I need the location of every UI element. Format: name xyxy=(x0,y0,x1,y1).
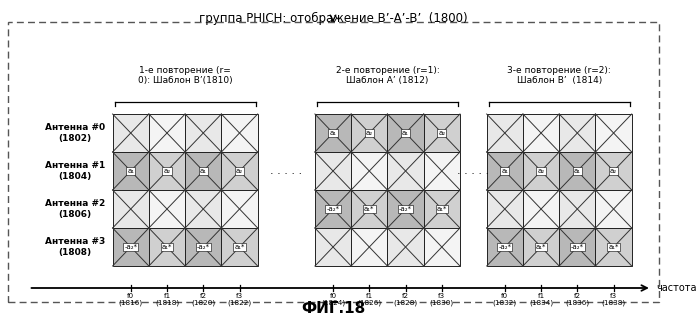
Text: . . . . .: . . . . . xyxy=(457,166,489,176)
Text: Антенна #0
(1802): Антенна #0 (1802) xyxy=(45,123,105,143)
Text: . . . . .: . . . . . xyxy=(271,166,303,176)
Text: a₁: a₁ xyxy=(402,130,409,136)
Bar xyxy=(222,114,258,152)
Text: a₁*: a₁* xyxy=(437,206,447,212)
Text: f3
(1830): f3 (1830) xyxy=(430,293,454,307)
Bar xyxy=(387,114,424,152)
Text: a₁: a₁ xyxy=(501,168,508,174)
Text: группа PHICH: отображение B’-A’-B’  (1800): группа PHICH: отображение B’-A’-B’ (1800… xyxy=(199,12,468,25)
Text: f1
(1834): f1 (1834) xyxy=(529,293,553,307)
Bar xyxy=(185,152,222,190)
Bar xyxy=(149,152,185,190)
Bar xyxy=(523,152,559,190)
Bar xyxy=(596,190,632,228)
Bar xyxy=(315,114,351,152)
Text: -a₂*: -a₂* xyxy=(399,206,412,212)
Text: -a₂*: -a₂* xyxy=(196,244,210,250)
Bar xyxy=(387,152,424,190)
Bar xyxy=(559,152,596,190)
Text: a₂: a₂ xyxy=(366,130,373,136)
Text: 1-е повторение (r=
0): Шаблон B’(1810): 1-е повторение (r= 0): Шаблон B’(1810) xyxy=(138,66,233,86)
Bar xyxy=(185,114,222,152)
Bar xyxy=(351,114,387,152)
Bar xyxy=(487,190,523,228)
Text: Антенна #2
(1806): Антенна #2 (1806) xyxy=(45,199,105,219)
Bar xyxy=(487,114,523,152)
Bar xyxy=(424,114,460,152)
Bar xyxy=(113,152,149,190)
Bar xyxy=(149,228,185,266)
Bar xyxy=(351,152,387,190)
Bar xyxy=(596,228,632,266)
Text: a₁*: a₁* xyxy=(234,244,245,250)
Bar xyxy=(487,228,523,266)
Bar xyxy=(8,22,659,302)
Bar xyxy=(424,152,460,190)
Bar xyxy=(185,190,222,228)
Bar xyxy=(387,228,424,266)
Text: f3
(1838): f3 (1838) xyxy=(602,293,626,307)
Bar xyxy=(487,152,523,190)
Bar xyxy=(222,228,258,266)
Text: Антенна #3
(1808): Антенна #3 (1808) xyxy=(45,237,105,257)
Text: a₁*: a₁* xyxy=(364,206,375,212)
Text: ФИГ.18: ФИГ.18 xyxy=(301,301,365,316)
Bar xyxy=(523,190,559,228)
Text: 3-е повторение (r=2):
Шаблон B’  (1814): 3-е повторение (r=2): Шаблон B’ (1814) xyxy=(507,66,611,86)
Text: a₂: a₂ xyxy=(438,130,445,136)
Bar xyxy=(387,190,424,228)
Bar xyxy=(113,190,149,228)
Text: f3
(1822): f3 (1822) xyxy=(227,293,252,307)
Text: f1
(1826): f1 (1826) xyxy=(357,293,382,307)
Text: f2
(1828): f2 (1828) xyxy=(394,293,417,307)
Bar xyxy=(559,114,596,152)
Text: a₁: a₁ xyxy=(127,168,134,174)
Text: Антенна #1
(1804): Антенна #1 (1804) xyxy=(45,161,105,181)
Text: f0
(1816): f0 (1816) xyxy=(119,293,143,307)
Bar xyxy=(315,190,351,228)
Text: a₁: a₁ xyxy=(574,168,581,174)
Text: a₂: a₂ xyxy=(610,168,617,174)
Text: -a₂*: -a₂* xyxy=(571,244,584,250)
Text: -a₂*: -a₂* xyxy=(326,206,340,212)
Bar xyxy=(559,228,596,266)
Bar xyxy=(596,114,632,152)
Text: a₁*: a₁* xyxy=(161,244,172,250)
Text: 2-е повторение (r=1):
Шаблон A’ (1812): 2-е повторение (r=1): Шаблон A’ (1812) xyxy=(336,66,439,86)
Bar xyxy=(596,152,632,190)
Text: f1
(1818): f1 (1818) xyxy=(155,293,179,307)
Bar xyxy=(315,152,351,190)
Text: -a₂*: -a₂* xyxy=(124,244,137,250)
Bar xyxy=(315,228,351,266)
Bar xyxy=(523,228,559,266)
Text: f0
(1824): f0 (1824) xyxy=(321,293,345,307)
Text: a₂: a₂ xyxy=(164,168,171,174)
Text: -a₂*: -a₂* xyxy=(498,244,511,250)
Text: a₁*: a₁* xyxy=(536,244,546,250)
Text: a₂: a₂ xyxy=(236,168,243,174)
Bar xyxy=(351,190,387,228)
Text: частота: частота xyxy=(656,283,697,293)
Text: f2
(1836): f2 (1836) xyxy=(565,293,589,307)
Bar xyxy=(113,228,149,266)
Bar xyxy=(523,114,559,152)
Bar xyxy=(222,190,258,228)
Text: f2
(1820): f2 (1820) xyxy=(192,293,215,307)
Bar xyxy=(424,228,460,266)
Bar xyxy=(113,114,149,152)
Bar xyxy=(222,152,258,190)
Text: a₁*: a₁* xyxy=(608,244,619,250)
Bar xyxy=(559,190,596,228)
Text: f0
(1832): f0 (1832) xyxy=(493,293,517,307)
Bar xyxy=(149,114,185,152)
Bar xyxy=(351,228,387,266)
Bar xyxy=(149,190,185,228)
Bar xyxy=(185,228,222,266)
Bar xyxy=(424,190,460,228)
Text: a₂: a₂ xyxy=(538,168,545,174)
Text: a₁: a₁ xyxy=(200,168,207,174)
Text: a₁: a₁ xyxy=(329,130,336,136)
